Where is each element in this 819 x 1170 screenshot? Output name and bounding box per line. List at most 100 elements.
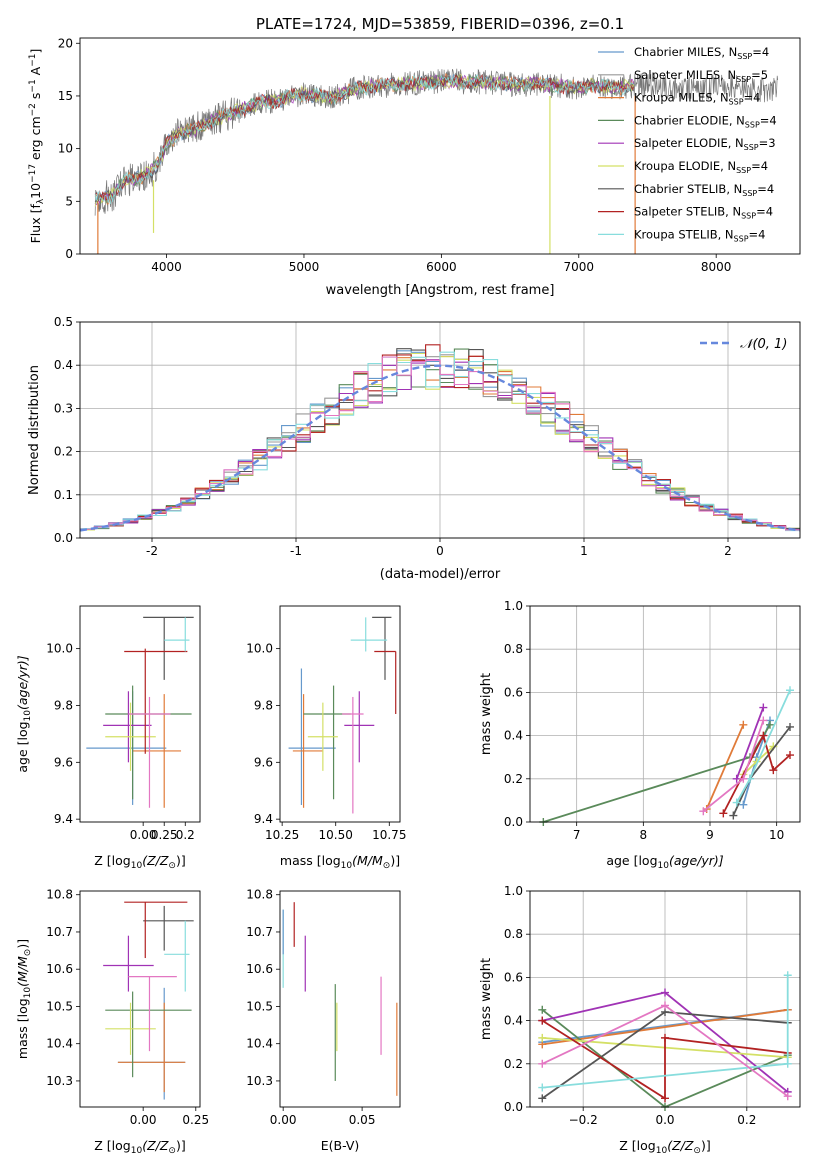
y-tick-label: 9.8 [54,698,73,712]
x-tick-label: 10.25 [265,828,299,842]
y-tick-label: 10.0 [246,642,273,656]
x-tick-label: 0.25 [182,1113,209,1127]
x-tick-label: 4000 [151,260,182,274]
weight-marker [719,809,728,818]
y-axis-label: mass weight [479,673,494,755]
y-tick-label: 0.0 [504,1100,523,1114]
y-axis-label: mass [log10(M/M⊙)] [15,939,33,1059]
weight-marker [739,800,748,809]
weight-marker [786,722,794,731]
y-tick-label: 1.0 [504,599,523,613]
legend-entry: Kroupa STELIB, NSSP=4 [634,227,765,243]
model-spectrum-line [94,74,634,205]
y-tick-label: 0.2 [54,445,73,459]
weight-marker [783,1092,792,1101]
legend-entry: Kroupa MILES, NSSP=4 [634,91,760,107]
model-spectrum-line [94,74,635,204]
axes-age_vs_mass: 10.25 10.50 10.75 9.4 9.6 9.8 10.0 mass [log10(… [246,605,406,871]
weight-marker [759,716,768,725]
model-spectrum-line [94,72,635,203]
y-tick-label: 10.7 [46,925,73,939]
legend-entry: 𝒩(0, 1) [740,337,787,352]
x-tick-label: −0.2 [569,1113,598,1127]
axes-frame [529,890,801,1108]
y-tick-label: 10.7 [246,925,273,939]
axes-frame [279,605,401,823]
weight-marker [732,798,741,807]
x-tick-label: 1 [580,544,588,558]
legend-entry: Kroupa ELODIE, NSSP=4 [634,159,768,175]
weight-marker [661,1033,669,1042]
weight-marker [759,703,768,712]
weight-marker [661,1001,669,1010]
axes-frame [279,890,401,1108]
legend-entry: Chabrier STELIB, NSSP=4 [634,182,774,198]
legend-entry: Chabrier ELODIE, NSSP=4 [634,113,777,129]
y-tick-label: 10.8 [46,888,73,902]
y-tick-label: 20 [58,36,73,50]
y-tick-label: 10.5 [246,999,273,1013]
weight-marker [538,1083,547,1092]
weight-marker [729,811,738,820]
x-axis-label: E(B-V) [321,1138,360,1153]
x-axis-label: wavelength [Angstrom, rest frame] [326,283,555,298]
y-tick-label: 0.4 [54,358,73,372]
x-tick-label: 0.00 [270,1113,297,1127]
x-tick-label: 2 [724,544,732,558]
weight-marker [759,731,768,740]
observed-spectrum-line [94,68,779,216]
x-tick-label: -2 [146,544,158,558]
axes-weight_vs_Z: −0.2 0.0 0.2 0.0 0.2 0.4 0.6 0.8 1.0 mass weight Z… [479,884,801,1156]
axes-spectrum: 4000 5000 6000 7000 8000 0 5 10 15 20 Chabrier MIL… [28,36,801,298]
axes-frame [79,890,201,1108]
x-tick-label: 0.2 [737,1113,756,1127]
x-tick-label: 6000 [426,260,457,274]
x-tick-label: 0.2 [176,828,195,842]
x-tick-label: 0 [436,544,444,558]
y-tick-label: 10.8 [246,888,273,902]
weight-series-line [735,707,765,780]
y-tick-label: 10.6 [46,962,73,976]
y-tick-label: 0.1 [54,488,73,502]
legend-entry: Salpeter MILES, NSSP=5 [634,68,768,84]
axes-mass_vs_EBV: 0.00 0.05 10.3 10.4 10.5 10.6 10.7 10.8 E(B-V) [246,888,401,1153]
axes-mass_vs_Z: 0.00 0.25 10.3 10.4 10.5 10.6 10.7 10.8 Z [log10… [15,888,209,1156]
y-tick-label: 15 [58,89,73,103]
y-tick-label: 0.5 [54,315,73,329]
chart-title: PLATE=1724, MJD=53859, FIBERID=0396, z=0… [256,15,624,33]
x-tick-label: 10 [769,828,784,842]
weight-series-line [705,724,745,810]
x-tick-label: 7 [573,828,581,842]
axes-frame [79,321,801,539]
y-tick-label: 9.8 [254,698,273,712]
weight-marker [661,988,669,997]
x-axis-label: age [log10(age/yr)] [606,853,723,871]
x-axis-label: Z [log10(Z/Z⊙)] [619,1138,710,1156]
y-tick-label: 10 [58,142,73,156]
weight-marker [783,971,792,980]
legend-entry: Salpeter STELIB, NSSP=4 [634,205,773,221]
y-axis-label: age [log10(age/yr)] [15,655,33,772]
legend-entry: Chabrier MILES, NSSP=4 [634,45,769,61]
y-tick-label: 10.5 [46,999,73,1013]
y-tick-label: 0 [65,247,73,261]
weight-marker [538,1059,547,1068]
y-tick-label: 10.3 [46,1074,73,1088]
weight-marker [783,1059,792,1068]
x-tick-label: 8000 [701,260,732,274]
axes-residuals: -2 -1 0 1 2 0.0 0.1 0.2 0.3 0.4 0.5 𝒩(0, 1) (data-mo… [27,315,801,582]
y-tick-label: 0.4 [504,729,523,743]
x-tick-label: 5000 [289,260,320,274]
x-axis-label: mass [log10(M/M⊙)] [280,853,400,871]
y-tick-label: 10.0 [46,642,73,656]
weight-marker [786,686,794,695]
normal-curve-line [79,364,801,532]
axes-weight_vs_age: 7 8 9 10 0.0 0.2 0.4 0.6 0.8 1.0 mass weight age [l… [479,599,801,871]
axes-age_vs_Z: 0.000.250.2 9.4 9.6 9.8 10.0 Z [log10(Z/Z⊙)] a… [15,605,201,871]
weight-marker [766,720,774,729]
y-tick-label: 0.2 [504,1057,523,1071]
y-tick-label: 1.0 [504,884,523,898]
x-tick-label: 0.05 [349,1113,376,1127]
y-tick-label: 0.6 [504,970,523,984]
y-axis-label: mass weight [479,958,494,1040]
